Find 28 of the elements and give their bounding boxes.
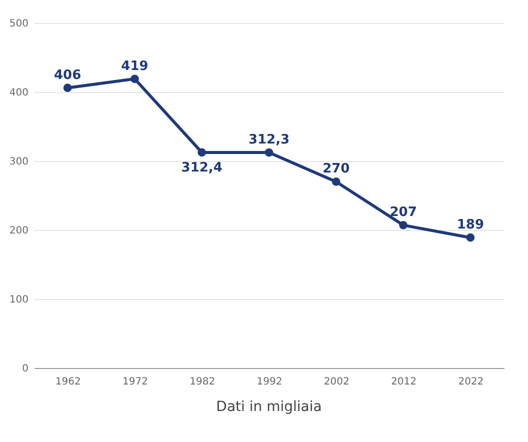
x-tick-label: 2002: [324, 376, 350, 388]
x-tick-label: 1992: [256, 376, 282, 388]
y-tick-label: 300: [9, 156, 28, 168]
point: [466, 233, 475, 242]
data-label: 312,4: [181, 160, 222, 176]
x-tick-label: 1972: [122, 376, 148, 388]
y-tick-label: 500: [9, 18, 28, 30]
y-tick-label: 400: [9, 88, 28, 98]
point: [264, 148, 274, 157]
y-tick-label: 200: [9, 226, 28, 236]
x-tick-label: 2012: [391, 376, 417, 388]
point: [399, 220, 408, 230]
data-label: 419: [121, 58, 148, 74]
point: [130, 74, 139, 84]
point: [198, 148, 206, 157]
data-label: 312,3: [248, 132, 290, 148]
point: [332, 178, 340, 186]
y-tick-label: 0: [22, 364, 28, 374]
data-label: 270: [322, 162, 350, 177]
x-tick-label: 1962: [55, 376, 81, 388]
point: [63, 84, 72, 92]
y-tick-label: 100: [9, 294, 28, 306]
data-label: 207: [390, 205, 417, 220]
data-label: 189: [456, 218, 484, 233]
x-tick-label: 1982: [190, 376, 216, 388]
text: Dati in migliaia: [216, 399, 322, 415]
data-label: 406: [54, 68, 82, 83]
x-tick-label: 2022: [458, 376, 484, 388]
